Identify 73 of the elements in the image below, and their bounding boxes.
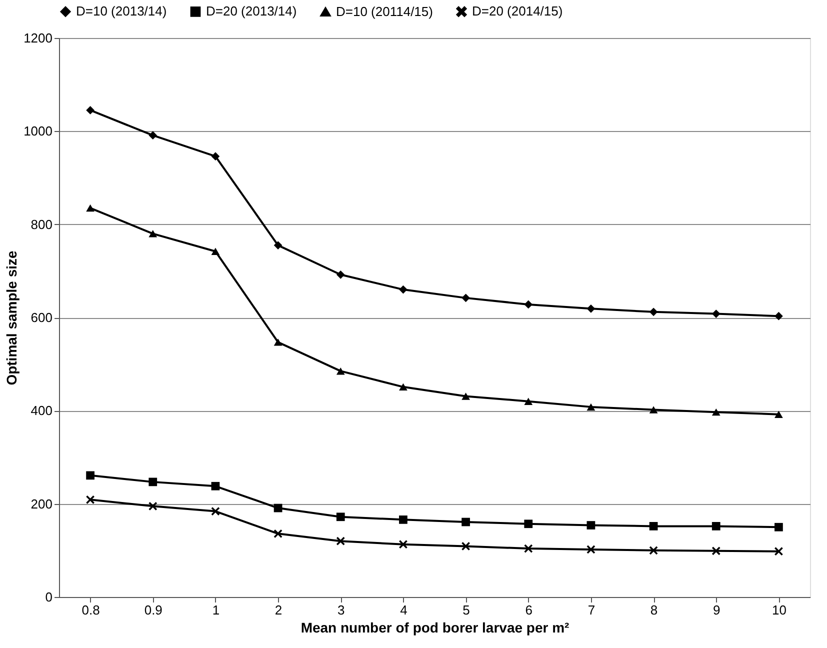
y-tick-label: 1000 <box>24 124 52 139</box>
y-tick-label: 200 <box>30 496 52 512</box>
x-axis-title: Mean number of pod borer larvae per m² <box>300 620 570 636</box>
point <box>649 522 658 530</box>
point <box>274 529 282 538</box>
point <box>148 502 158 510</box>
point <box>524 398 533 405</box>
point <box>336 367 345 375</box>
point <box>211 507 220 516</box>
point <box>399 285 408 294</box>
x-tick-label: 0.9 <box>144 602 162 618</box>
legend-label: D=10 (20114/15) <box>336 4 433 19</box>
point <box>211 248 220 255</box>
point <box>649 406 658 414</box>
point <box>712 408 720 416</box>
point <box>524 300 533 309</box>
point <box>274 338 282 346</box>
point <box>649 546 658 555</box>
point <box>86 204 94 212</box>
point <box>586 403 596 411</box>
x-tick-label: 7 <box>588 602 596 618</box>
x-tick-label: 2 <box>274 602 282 618</box>
x-tick-label: 9 <box>713 602 720 618</box>
point <box>86 106 94 114</box>
point <box>211 152 220 161</box>
y-tick-label: 600 <box>30 310 52 325</box>
x-tick-label: 4 <box>400 602 408 618</box>
legend-label: D=10 (2013/14) <box>76 4 167 19</box>
legend-label: D=20 (2013/14) <box>206 4 297 19</box>
x-tick-label: 1 <box>212 602 220 618</box>
point <box>586 304 596 313</box>
point <box>524 544 533 553</box>
point <box>774 547 783 556</box>
point <box>586 545 596 554</box>
point <box>148 131 158 140</box>
point <box>462 392 470 400</box>
point <box>462 518 470 526</box>
point <box>462 542 470 550</box>
point <box>399 383 408 391</box>
point <box>336 270 345 279</box>
point <box>274 504 282 512</box>
point <box>462 294 470 302</box>
point <box>86 495 94 504</box>
point <box>524 520 533 528</box>
point <box>336 536 345 546</box>
y-tick-label: 800 <box>30 216 52 232</box>
point <box>649 308 658 316</box>
point <box>774 410 783 418</box>
point <box>148 478 158 486</box>
point <box>399 540 408 549</box>
point <box>712 522 720 530</box>
point <box>712 310 720 318</box>
x-tick-label: 10 <box>772 602 786 618</box>
point <box>336 512 345 522</box>
y-tick-label: 400 <box>30 403 52 418</box>
point <box>399 515 408 524</box>
point <box>211 482 220 490</box>
y-tick-label: 0 <box>45 590 52 604</box>
y-axis-title: Optimal sample size <box>4 250 20 386</box>
legend-label: D=20 (2014/15) <box>472 4 563 19</box>
x-tick-label: 5 <box>462 602 470 618</box>
y-tick-label: 1200 <box>24 30 52 46</box>
x-tick-label: 0.8 <box>82 602 100 618</box>
point <box>774 312 783 320</box>
x-tick-label: 3 <box>338 602 345 618</box>
x-tick-label: 8 <box>650 602 658 618</box>
point <box>774 522 783 532</box>
point <box>712 546 720 556</box>
point <box>86 471 94 480</box>
x-tick-label: 6 <box>525 602 532 618</box>
point <box>586 521 596 530</box>
point <box>274 241 282 250</box>
point <box>148 230 158 238</box>
